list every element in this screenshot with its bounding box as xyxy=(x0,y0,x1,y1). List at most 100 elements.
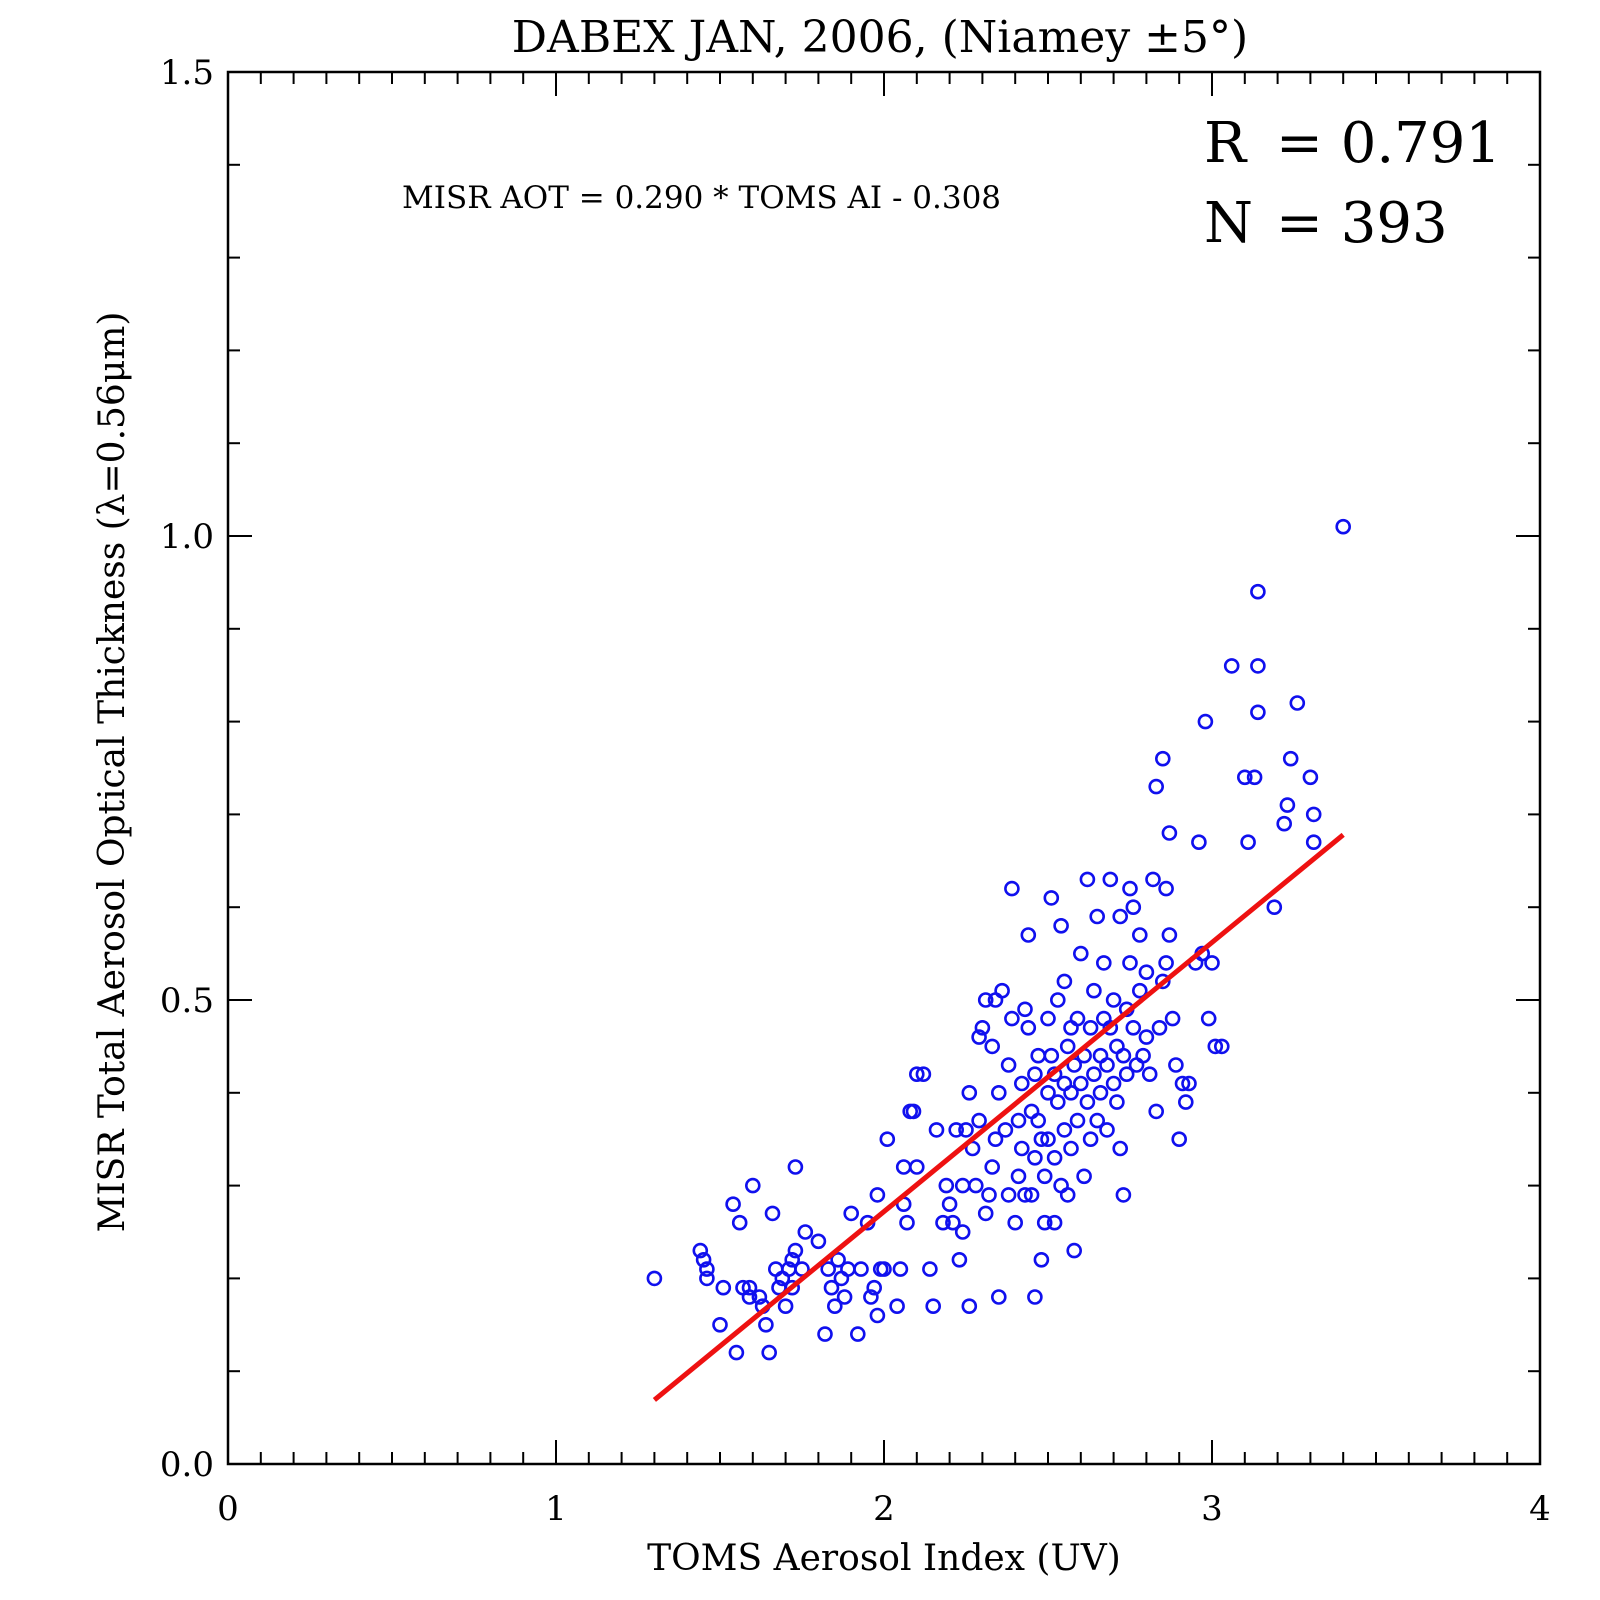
data-point xyxy=(787,1159,804,1175)
data-point xyxy=(1069,1112,1086,1129)
data-point xyxy=(981,1187,997,1203)
data-point xyxy=(1132,982,1148,999)
data-point xyxy=(977,992,994,1008)
data-point xyxy=(1050,992,1066,1008)
data-point xyxy=(777,1298,794,1314)
data-point xyxy=(1237,769,1253,786)
data-point xyxy=(905,1103,922,1120)
data-point xyxy=(1164,1010,1181,1027)
data-point xyxy=(1266,899,1283,916)
data-point xyxy=(1214,1038,1230,1055)
data-point xyxy=(1086,982,1102,999)
data-point xyxy=(646,1270,663,1287)
x-tick-label: 3 xyxy=(1201,1489,1223,1529)
y-tick-label: 0.0 xyxy=(160,1445,214,1485)
data-point xyxy=(1000,1187,1017,1203)
data-point xyxy=(1302,769,1319,786)
x-tick-label: 4 xyxy=(1529,1489,1551,1529)
data-point xyxy=(938,1177,955,1194)
data-point xyxy=(1043,1047,1060,1064)
data-point xyxy=(1079,1094,1096,1110)
data-point xyxy=(1161,825,1178,841)
data-point xyxy=(990,1289,1007,1305)
data-point xyxy=(823,1279,840,1296)
data-point xyxy=(836,1289,853,1305)
data-point xyxy=(1174,1075,1191,1092)
data-point xyxy=(1030,1112,1046,1129)
data-point xyxy=(1109,1038,1125,1055)
data-point xyxy=(1118,1066,1135,1082)
data-point xyxy=(741,1289,758,1305)
data-point xyxy=(1076,1168,1092,1185)
data-point xyxy=(1066,1242,1082,1259)
data-point xyxy=(1223,658,1240,674)
data-point xyxy=(1017,1187,1033,1203)
data-point xyxy=(1010,1168,1027,1185)
data-point xyxy=(1115,1187,1132,1203)
data-point xyxy=(1004,1010,1020,1027)
data-point xyxy=(1168,1057,1184,1073)
data-point xyxy=(984,1038,1001,1055)
data-point xyxy=(1122,880,1138,897)
data-point xyxy=(758,1317,774,1333)
data-point xyxy=(977,1205,994,1222)
data-point xyxy=(1007,1214,1024,1231)
data-point xyxy=(984,1159,1001,1175)
data-point xyxy=(1158,955,1174,971)
data-point xyxy=(863,1289,879,1305)
data-point xyxy=(889,1298,905,1314)
data-point xyxy=(761,1344,778,1361)
data-point xyxy=(826,1298,843,1314)
data-point xyxy=(908,1066,925,1082)
data-point xyxy=(820,1261,837,1277)
data-point xyxy=(1023,1103,1040,1120)
data-point xyxy=(853,1261,869,1277)
data-point xyxy=(817,1326,833,1342)
data-point xyxy=(1056,1075,1073,1092)
data-point xyxy=(1063,1085,1079,1101)
data-point xyxy=(1096,955,1112,971)
data-point xyxy=(1027,1289,1043,1305)
data-point xyxy=(1109,1094,1125,1110)
data-point xyxy=(1145,871,1161,888)
data-point xyxy=(1138,1029,1155,1045)
data-point xyxy=(1073,945,1089,962)
data-point xyxy=(784,1279,801,1296)
y-axis-title: MISR Total Aerosol Optical Thickness (λ=… xyxy=(92,312,133,1233)
data-point xyxy=(1102,1020,1119,1036)
data-point xyxy=(1178,1094,1194,1110)
data-point xyxy=(1132,927,1148,943)
data-point xyxy=(810,1233,827,1250)
data-point xyxy=(1148,778,1164,795)
data-point xyxy=(1089,1112,1105,1129)
data-point xyxy=(925,1298,942,1314)
y-tick-label: 0.5 xyxy=(160,981,214,1021)
data-point xyxy=(935,1214,951,1231)
data-point xyxy=(1250,704,1266,721)
data-point xyxy=(1155,973,1171,990)
axis-tick-labels: 0 1 2 3 4 0.0 0.5 1.0 1.5 xyxy=(160,53,1551,1529)
data-point xyxy=(915,1066,932,1082)
data-point xyxy=(971,1029,987,1045)
data-point xyxy=(1030,1047,1046,1064)
data-point xyxy=(1141,1066,1158,1082)
data-point xyxy=(1125,899,1142,916)
data-point xyxy=(954,1224,971,1240)
data-point xyxy=(987,1131,1004,1147)
data-point xyxy=(787,1242,804,1259)
data-point xyxy=(784,1252,801,1268)
data-point xyxy=(728,1344,745,1361)
data-point xyxy=(794,1261,810,1277)
data-point xyxy=(1171,1131,1187,1147)
data-point xyxy=(908,1159,925,1175)
data-point xyxy=(1246,769,1263,786)
scatter-points xyxy=(646,518,1351,1361)
data-point xyxy=(922,1261,938,1277)
data-point xyxy=(1250,658,1266,674)
data-point xyxy=(1040,1010,1056,1027)
data-point xyxy=(1099,1057,1115,1073)
chart-title: DABEX JAN, 2006, (Niamey ±5°) xyxy=(512,12,1248,63)
data-point xyxy=(1151,1020,1168,1036)
data-point xyxy=(1289,695,1306,711)
